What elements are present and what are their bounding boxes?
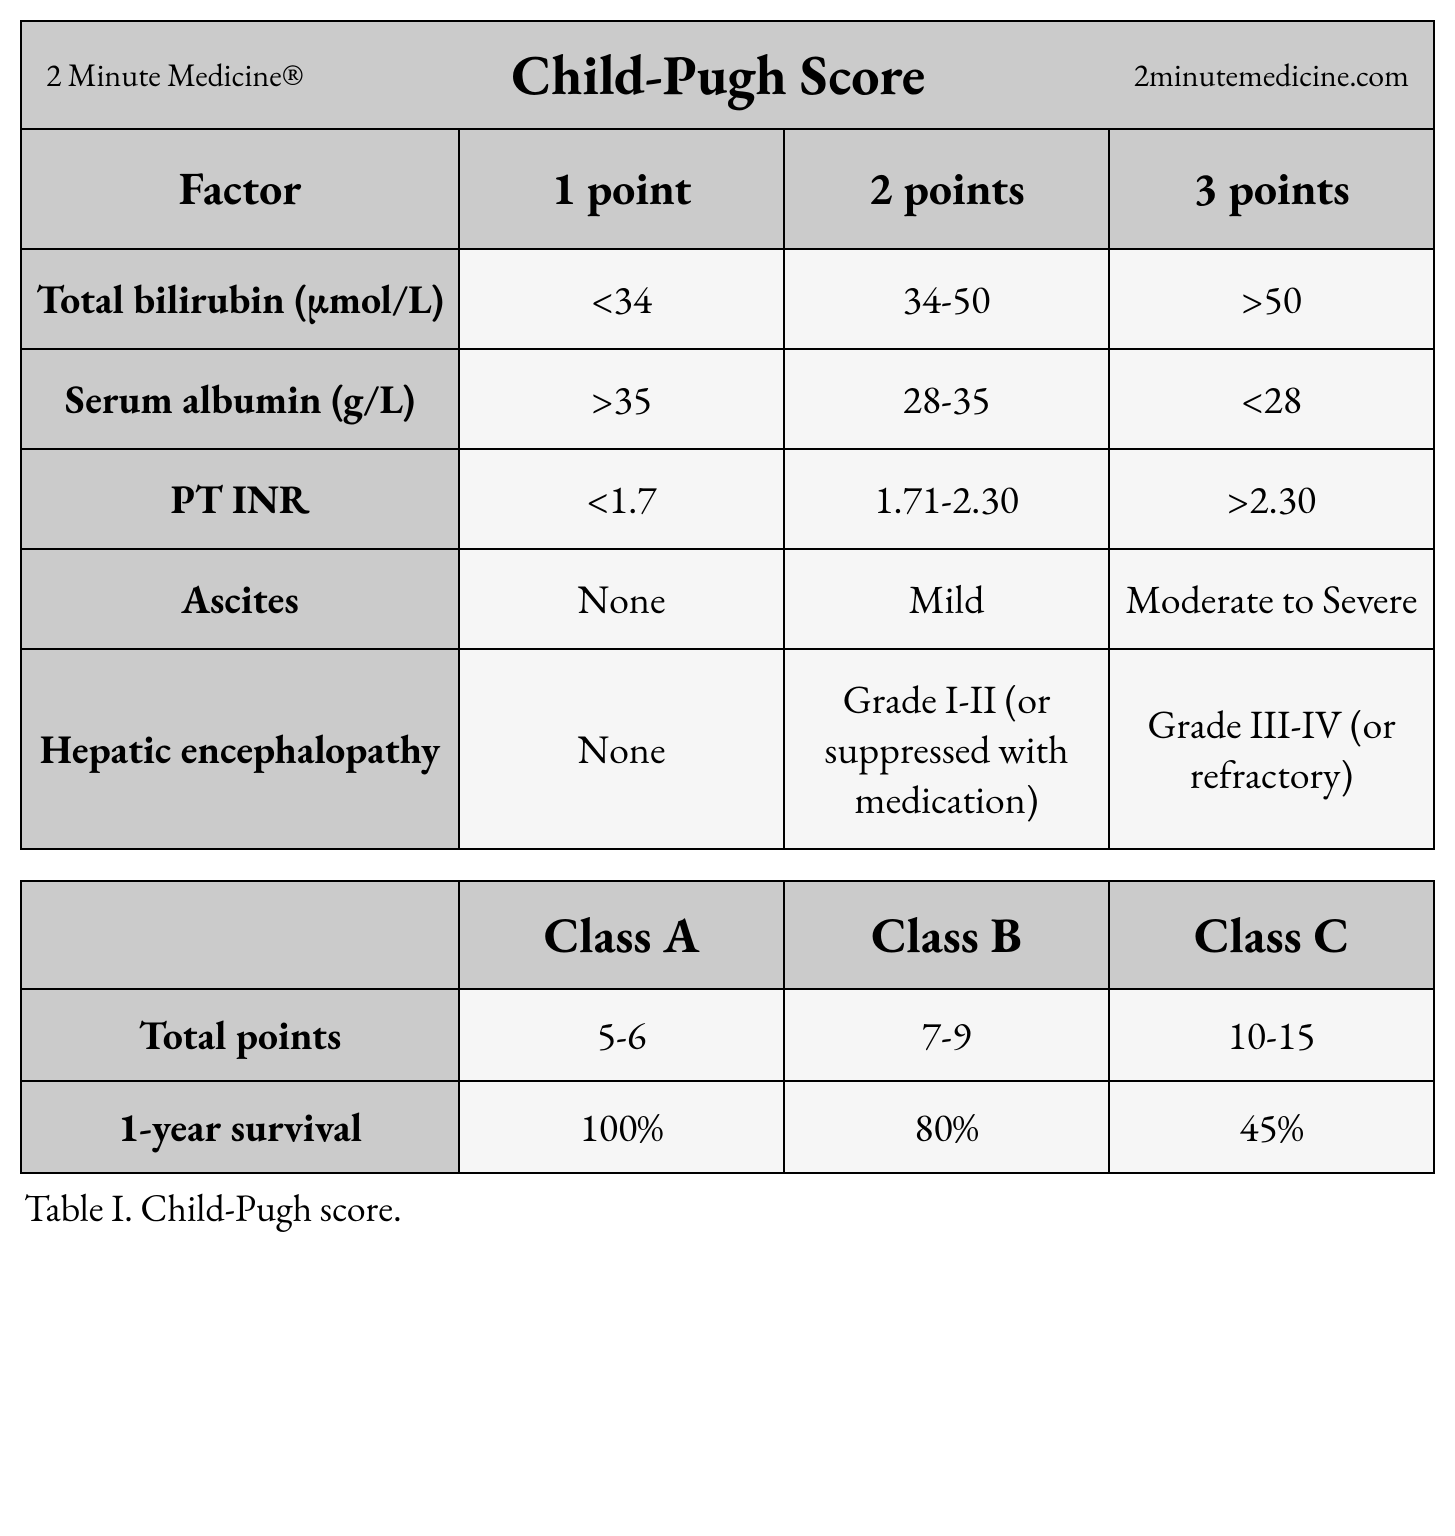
brand-text: 2 Minute Medicine® — [46, 55, 303, 95]
cell: <28 — [1109, 349, 1434, 449]
cell: None — [459, 549, 784, 649]
factors-header-row: Factor 1 point 2 points 3 points — [21, 129, 1434, 249]
title-row: 2 Minute Medicine® Child-Pugh Score 2min… — [21, 21, 1434, 129]
col-3points: 3 points — [1109, 129, 1434, 249]
table-row: Ascites None Mild Moderate to Severe — [21, 549, 1434, 649]
page-title: Child-Pugh Score — [511, 40, 925, 110]
factor-label: Ascites — [21, 549, 459, 649]
cell: Grade III-IV (or refractory) — [1109, 649, 1434, 849]
table-row: Total bilirubin (µmol/L) <34 34-50 >50 — [21, 249, 1434, 349]
factor-label: Serum albumin (g/L) — [21, 349, 459, 449]
factor-label: Total bilirubin (µmol/L) — [21, 249, 459, 349]
empty-cell — [21, 881, 459, 990]
cell: 1.71-2.30 — [784, 449, 1109, 549]
factors-table: 2 Minute Medicine® Child-Pugh Score 2min… — [20, 20, 1435, 850]
cell: Grade I-II (or suppressed with medicatio… — [784, 649, 1109, 849]
cell: >50 — [1109, 249, 1434, 349]
class-table: Class A Class B Class C Total points 5-6… — [20, 880, 1435, 1175]
cell: 80% — [784, 1081, 1109, 1173]
table-caption: Table I. Child-Pugh score. — [20, 1174, 1435, 1233]
table-row: Serum albumin (g/L) >35 28-35 <28 — [21, 349, 1434, 449]
class-header-row: Class A Class B Class C — [21, 881, 1434, 990]
table-row: 1-year survival 100% 80% 45% — [21, 1081, 1434, 1173]
cell: 28-35 — [784, 349, 1109, 449]
col-class-c: Class C — [1109, 881, 1434, 990]
brand-url: 2minutemedicine.com — [1134, 55, 1409, 95]
cell: 45% — [1109, 1081, 1434, 1173]
col-2points: 2 points — [784, 129, 1109, 249]
cell: Moderate to Severe — [1109, 549, 1434, 649]
cell: Mild — [784, 549, 1109, 649]
metric-label: Total points — [21, 989, 459, 1081]
cell: <1.7 — [459, 449, 784, 549]
table-row: PT INR <1.7 1.71-2.30 >2.30 — [21, 449, 1434, 549]
cell: None — [459, 649, 784, 849]
cell: 100% — [459, 1081, 784, 1173]
col-class-b: Class B — [784, 881, 1109, 990]
cell: 10-15 — [1109, 989, 1434, 1081]
cell: >35 — [459, 349, 784, 449]
factor-label: Hepatic encephalopathy — [21, 649, 459, 849]
col-class-a: Class A — [459, 881, 784, 990]
col-factor: Factor — [21, 129, 459, 249]
table-row: Total points 5-6 7-9 10-15 — [21, 989, 1434, 1081]
cell: 7-9 — [784, 989, 1109, 1081]
metric-label: 1-year survival — [21, 1081, 459, 1173]
cell: 34-50 — [784, 249, 1109, 349]
cell: <34 — [459, 249, 784, 349]
cell: 5-6 — [459, 989, 784, 1081]
cell: >2.30 — [1109, 449, 1434, 549]
factor-label: PT INR — [21, 449, 459, 549]
col-1point: 1 point — [459, 129, 784, 249]
table-row: Hepatic encephalopathy None Grade I-II (… — [21, 649, 1434, 849]
